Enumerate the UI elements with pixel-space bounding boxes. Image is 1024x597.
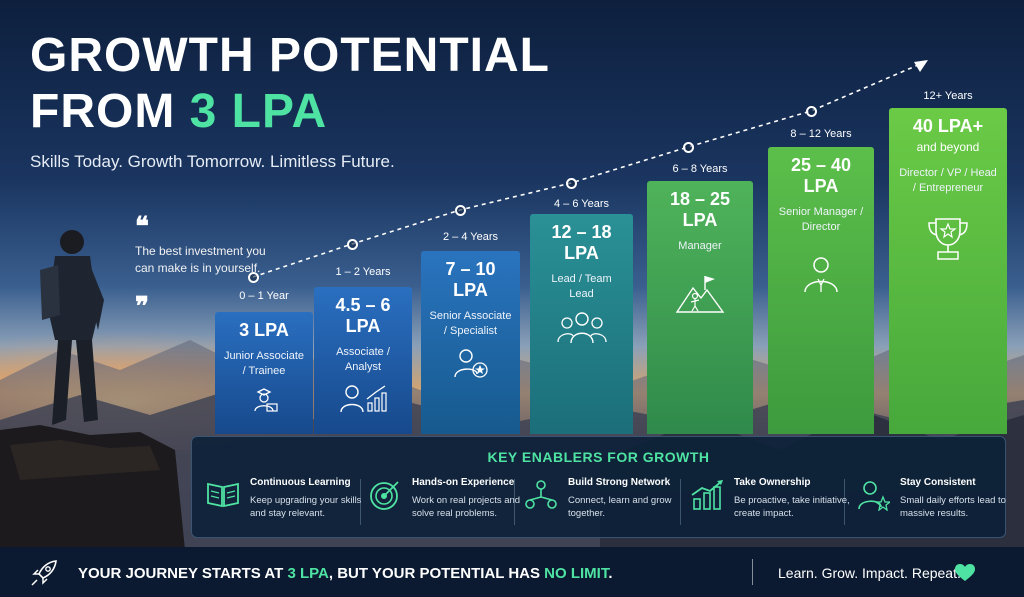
path-arrowhead bbox=[914, 60, 928, 72]
executive-icon bbox=[768, 255, 874, 298]
heart-icon bbox=[955, 564, 975, 581]
specialist-star-icon bbox=[421, 347, 520, 384]
title-line-2: FROM 3 LPA bbox=[30, 84, 327, 139]
quote-close-mark: ❞ bbox=[135, 292, 149, 322]
role-title: Junior Associate / Trainee bbox=[223, 350, 305, 377]
experience-years: 4 – 6 Years bbox=[553, 198, 610, 210]
role-title: Lead / Team Lead bbox=[551, 273, 612, 300]
salary-value: 18 – 25 bbox=[669, 189, 731, 209]
path-milestone-dot bbox=[347, 239, 358, 250]
enabler-desc: Small daily efforts lead to massive resu… bbox=[900, 495, 1006, 519]
experience-years: 6 – 8 Years bbox=[672, 163, 728, 175]
salary-value-line2: LPA bbox=[682, 210, 718, 230]
summit-flag-icon bbox=[647, 274, 753, 319]
role-title: Associate / Analyst bbox=[336, 346, 390, 373]
career-stage-bar: 7 – 10 LPA Senior Associate / Specialist bbox=[421, 251, 520, 434]
journey-statement: YOUR JOURNEY STARTS AT 3 LPA, BUT YOUR P… bbox=[78, 565, 613, 582]
rocket-icon bbox=[31, 560, 57, 586]
salary-value: 12 – 18 bbox=[551, 222, 612, 242]
path-milestone-dot bbox=[566, 178, 577, 189]
tagline: Skills Today. Growth Tomorrow. Limitless… bbox=[30, 152, 395, 171]
enabler-desc: Keep upgrading your skills and stay rele… bbox=[250, 495, 362, 519]
enabler-continuous-learning: Continuous Learning Keep upgrading your … bbox=[206, 477, 361, 529]
enabler-name: Build Strong Network bbox=[568, 477, 671, 488]
career-stage-bar: 4.5 – 6 LPA Associate / Analyst bbox=[314, 287, 412, 434]
salary-value: 7 – 10 bbox=[445, 259, 496, 279]
experience-years: 8 – 12 Years bbox=[790, 128, 852, 140]
enabler-desc: Work on real projects and solve real pro… bbox=[412, 495, 521, 519]
footer-banner: YOUR JOURNEY STARTS AT 3 LPA, BUT YOUR P… bbox=[0, 547, 1024, 597]
analyst-chart-icon bbox=[314, 383, 412, 418]
salary-value-line2: LPA bbox=[345, 316, 381, 336]
career-stage-bar: 18 – 25 LPA Manager bbox=[647, 181, 753, 434]
journey-text-e: . bbox=[608, 565, 613, 582]
enabler-take-ownership: Take Ownership Be proactive, take initia… bbox=[690, 477, 850, 529]
experience-years: 2 – 4 Years bbox=[442, 231, 499, 243]
network-icon bbox=[525, 480, 557, 509]
title-accent: 3 LPA bbox=[189, 85, 328, 138]
quote-text: The best investment you can make is in y… bbox=[135, 244, 266, 275]
footer-divider bbox=[752, 559, 753, 585]
role-title: Senior Associate / Specialist bbox=[429, 310, 512, 337]
salary-value: 25 – 40 bbox=[790, 155, 852, 175]
key-enablers-panel: KEY ENABLERS FOR GROWTH Continuous Learn… bbox=[191, 436, 1006, 538]
enabler-name: Take Ownership bbox=[734, 477, 811, 488]
enabler-desc: Be proactive, take initiative, create im… bbox=[734, 495, 850, 519]
path-milestone-dot bbox=[806, 106, 817, 117]
career-stage-bar: 25 – 40 LPA Senior Manager / Director bbox=[768, 147, 874, 434]
enabler-stay-consistent: Stay Consistent Small daily efforts lead… bbox=[856, 477, 1006, 529]
role-title: Manager bbox=[678, 240, 722, 252]
enabler-name: Stay Consistent bbox=[900, 477, 976, 488]
team-icon bbox=[530, 310, 633, 349]
enabler-hands-on-experience: Hands-on Experience Work on real project… bbox=[368, 477, 520, 529]
journey-text-b: 3 LPA bbox=[287, 565, 329, 582]
career-stage-bar: 12 – 18 LPA Lead / Team Lead bbox=[530, 214, 633, 434]
journey-text-a: YOUR JOURNEY STARTS AT bbox=[78, 565, 288, 582]
divider bbox=[844, 479, 845, 525]
climber-silhouette bbox=[0, 230, 185, 550]
role-title: Senior Manager / Director bbox=[778, 206, 864, 233]
salary-value-line2: LPA bbox=[803, 176, 839, 196]
salary-value-line2: LPA bbox=[453, 280, 488, 300]
enablers-title: KEY ENABLERS FOR GROWTH bbox=[487, 449, 710, 465]
experience-years: 12+ Years bbox=[923, 90, 973, 102]
enabler-build-strong-network: Build Strong Network Connect, learn and … bbox=[524, 477, 674, 529]
role-title: Director / VP / Head / Entrepreneur bbox=[899, 167, 997, 194]
path-milestone-dot bbox=[683, 142, 694, 153]
salary-value: 4.5 – 6 bbox=[335, 295, 391, 315]
enabler-desc: Connect, learn and grow together. bbox=[568, 495, 672, 519]
salary-value: 40 LPA+ bbox=[912, 116, 984, 136]
quote-open-mark: ❝ bbox=[135, 212, 149, 242]
experience-years: 1 – 2 Years bbox=[335, 266, 391, 278]
divider bbox=[514, 479, 515, 525]
divider bbox=[680, 479, 681, 525]
career-stage-bar: 3 LPA Junior Associate / Trainee bbox=[215, 312, 313, 434]
journey-text-c: , BUT YOUR POTENTIAL HAS bbox=[328, 565, 545, 582]
path-milestone-dot bbox=[248, 272, 259, 283]
experience-years: 0 – 1 Year bbox=[239, 290, 289, 302]
growth-chart-icon bbox=[691, 480, 723, 510]
enabler-name: Continuous Learning bbox=[250, 477, 351, 488]
target-icon bbox=[370, 481, 399, 510]
salary-value: 3 LPA bbox=[239, 320, 289, 340]
trophy-icon bbox=[889, 216, 1007, 267]
journey-text-d: NO LIMIT bbox=[544, 565, 609, 582]
salary-value-line2: LPA bbox=[564, 243, 599, 263]
title-line-1: GROWTH POTENTIAL bbox=[30, 29, 550, 82]
person-star-icon bbox=[858, 481, 890, 511]
book-icon bbox=[207, 482, 239, 508]
motto: Learn. Grow. Impact. Repeat. bbox=[778, 565, 961, 581]
career-stage-bar: 40 LPA+ and beyond Director / VP / Head / … bbox=[889, 108, 1007, 434]
salary-value-line2: and beyond bbox=[916, 140, 980, 154]
title-prefix: FROM bbox=[30, 85, 190, 138]
divider bbox=[360, 479, 361, 525]
trainee-icon bbox=[215, 387, 313, 418]
path-milestone-dot bbox=[455, 205, 466, 216]
enabler-name: Hands-on Experience bbox=[412, 477, 515, 488]
